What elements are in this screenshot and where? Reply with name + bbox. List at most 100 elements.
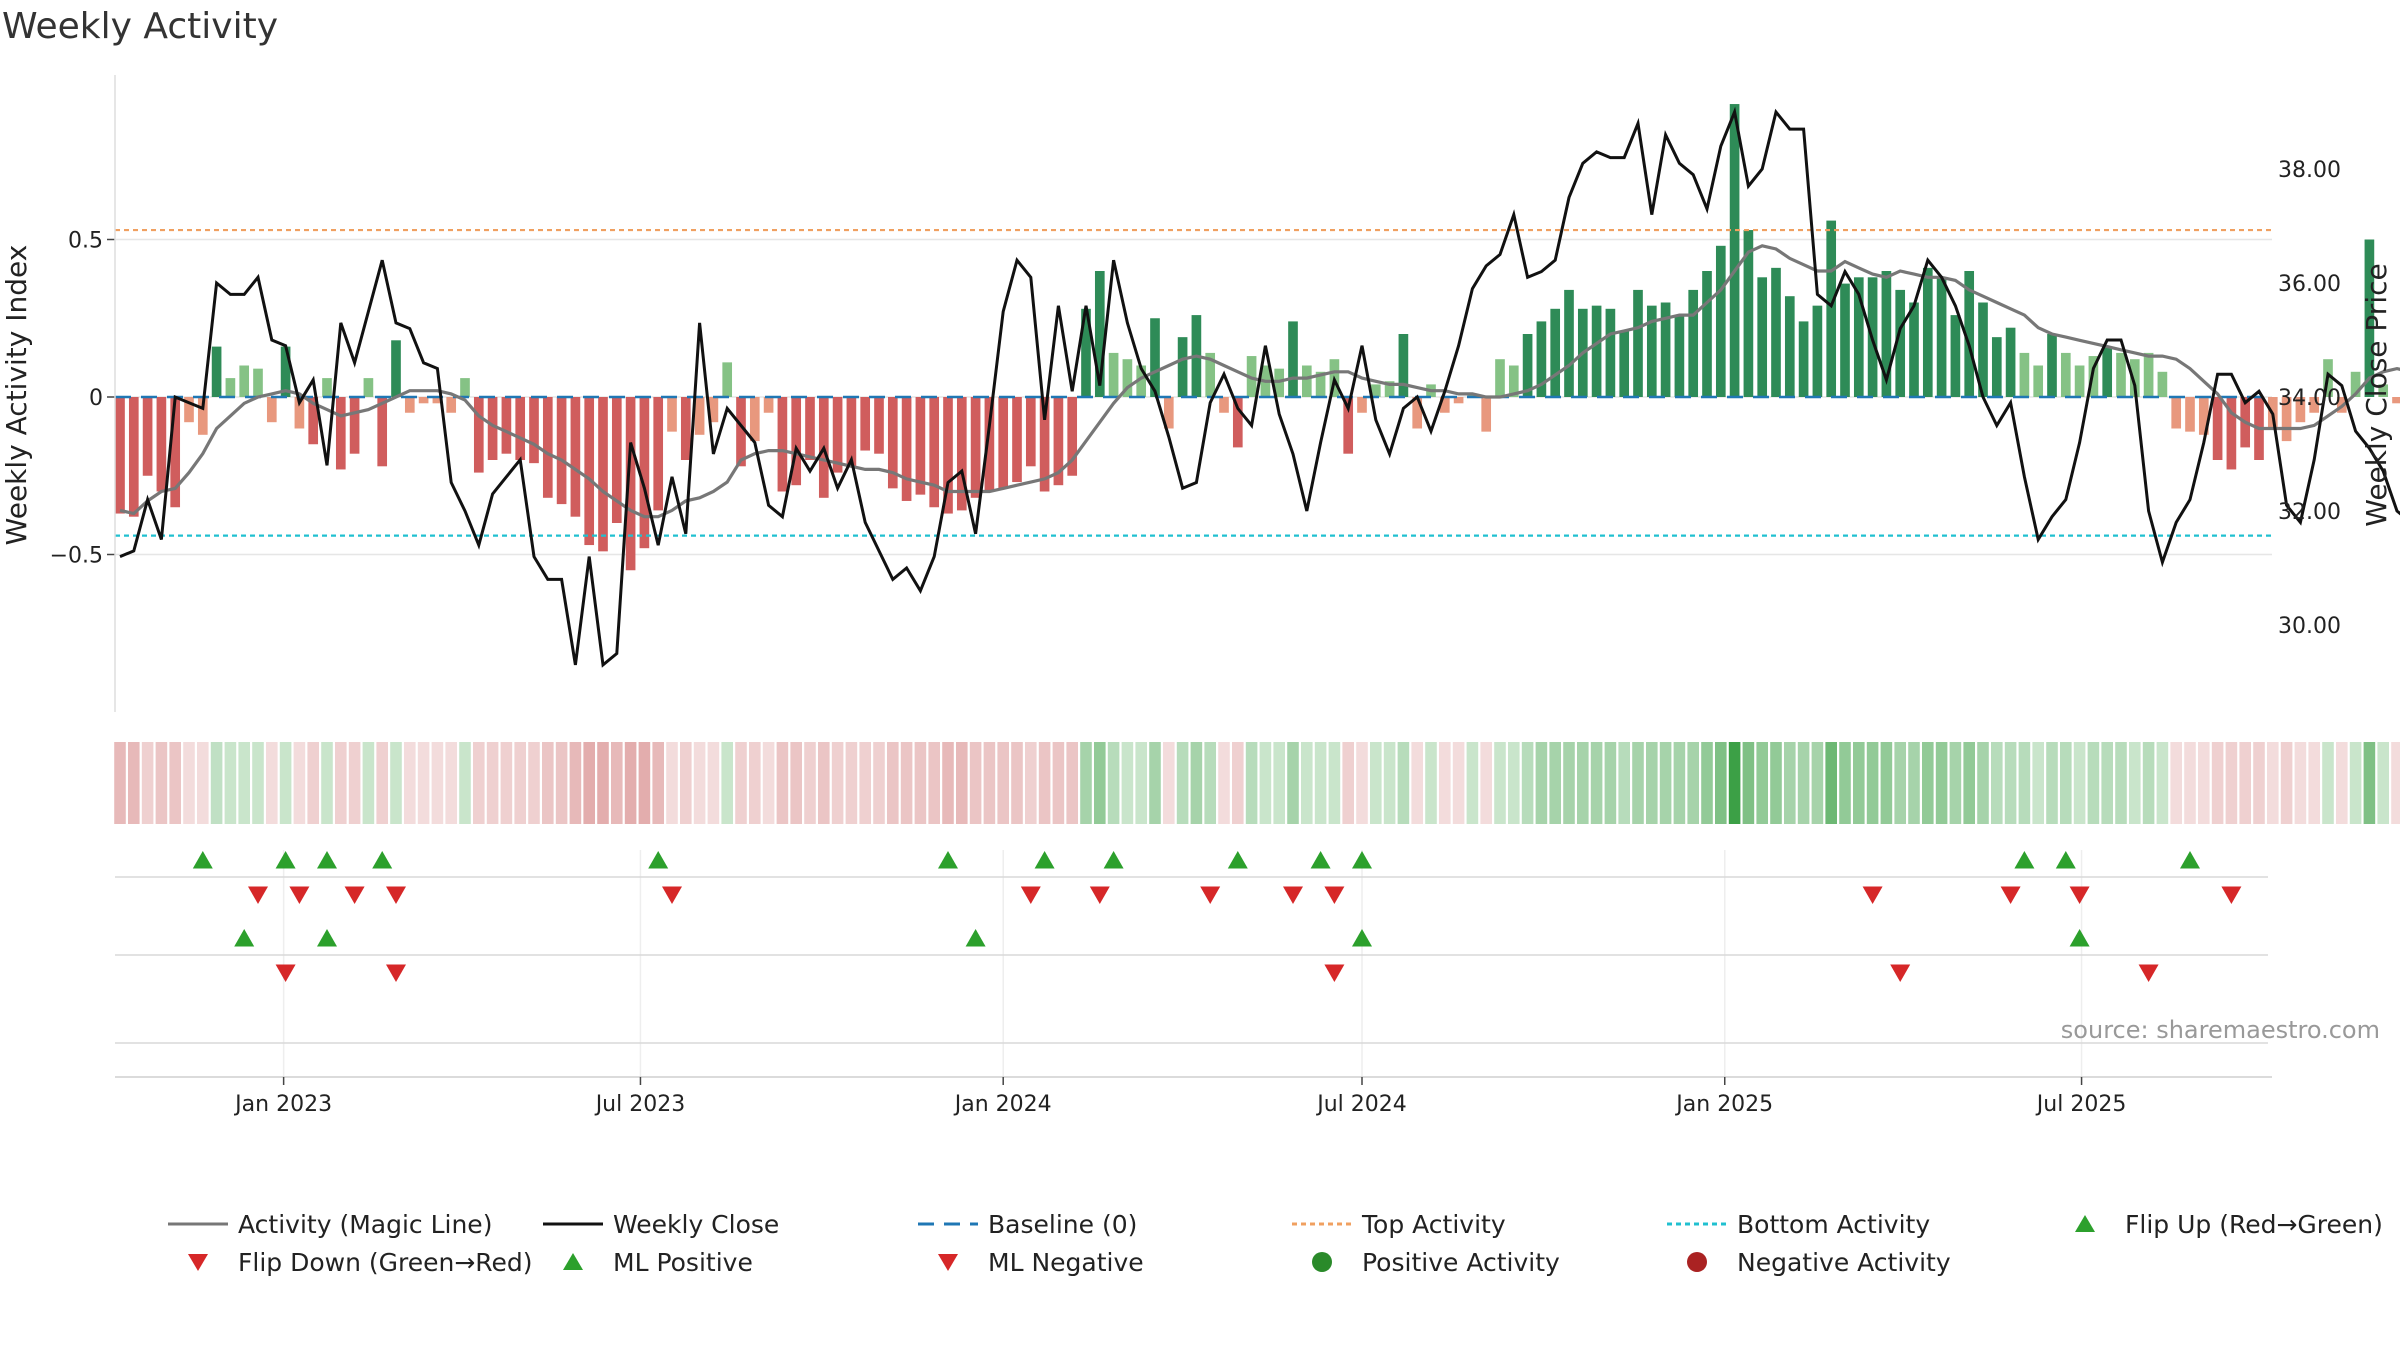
y-tick-label-left: 0 bbox=[89, 386, 103, 411]
heat-cell bbox=[459, 742, 471, 824]
activity-bar bbox=[1729, 104, 1740, 398]
activity-bar bbox=[998, 397, 1009, 489]
activity-bar bbox=[515, 397, 526, 460]
activity-heat-strip bbox=[114, 742, 2400, 824]
activity-bar bbox=[1550, 308, 1561, 397]
activity-bar bbox=[598, 397, 608, 552]
heat-cell bbox=[900, 742, 913, 824]
heat-cell bbox=[1411, 742, 1423, 824]
flip-up-marker bbox=[2055, 851, 2076, 869]
x-tick-label: Jan 2023 bbox=[233, 1092, 332, 1117]
heat-cell bbox=[141, 742, 154, 824]
activity-bar bbox=[1301, 365, 1312, 397]
heat-cell bbox=[2280, 742, 2293, 824]
legend-swatch bbox=[1687, 1252, 1707, 1272]
heat-cell bbox=[1494, 742, 1506, 824]
heat-cell bbox=[1383, 742, 1396, 824]
activity-bar bbox=[736, 397, 746, 467]
activity-bar bbox=[1481, 397, 1492, 432]
activity-bar bbox=[1163, 397, 1174, 429]
activity-bar bbox=[874, 397, 884, 454]
heat-cell bbox=[1025, 742, 1037, 824]
flip-down-marker bbox=[248, 886, 268, 904]
flip-down-marker bbox=[2000, 886, 2021, 904]
activity-bar bbox=[1343, 397, 1354, 454]
heat-cell bbox=[1839, 742, 1851, 824]
legend-swatch bbox=[1312, 1252, 1332, 1272]
activity-bar bbox=[653, 397, 664, 511]
heat-cell bbox=[707, 742, 720, 824]
heat-cell bbox=[1190, 742, 1203, 824]
activity-bar bbox=[1412, 397, 1423, 429]
activity-bar bbox=[2295, 397, 2306, 423]
heat-cell bbox=[735, 742, 747, 824]
heat-cell bbox=[1784, 742, 1796, 824]
activity-bar bbox=[1950, 315, 1961, 397]
activity-bar bbox=[2350, 371, 2361, 397]
activity-bar bbox=[680, 397, 691, 460]
activity-bar bbox=[2033, 365, 2044, 397]
activity-bar bbox=[1702, 271, 1712, 397]
heat-cell bbox=[997, 742, 1009, 824]
heat-cell bbox=[1853, 742, 1865, 824]
series-lines bbox=[119, 106, 2400, 668]
activity-bar bbox=[1743, 230, 1754, 397]
activity-bar bbox=[142, 397, 153, 476]
heat-cell bbox=[1259, 742, 1272, 824]
heat-cell bbox=[1590, 742, 1603, 824]
legend-label: ML Positive bbox=[613, 1248, 753, 1277]
activity-bar bbox=[1895, 289, 1906, 397]
heat-cell bbox=[2101, 742, 2113, 824]
heat-cell bbox=[542, 742, 554, 824]
activity-bar bbox=[1978, 302, 1988, 397]
heat-cell bbox=[956, 742, 968, 824]
heat-cell bbox=[1577, 742, 1589, 824]
activity-bar bbox=[832, 397, 843, 473]
ml-positive-marker bbox=[234, 929, 255, 947]
heat-cell bbox=[1963, 742, 1975, 824]
heat-cell bbox=[1356, 742, 1368, 824]
heat-cell bbox=[362, 742, 375, 824]
activity-bar bbox=[2005, 327, 2016, 397]
flip-down-marker bbox=[1020, 886, 1041, 904]
activity-bar bbox=[266, 397, 277, 423]
activity-bar bbox=[2116, 352, 2126, 397]
y-tick-label-left: −0.5 bbox=[50, 544, 103, 569]
activity-bar bbox=[2364, 239, 2375, 397]
heat-cell bbox=[1301, 742, 1313, 824]
activity-bar bbox=[349, 397, 360, 454]
heat-cell bbox=[1508, 742, 1520, 824]
heat-cell bbox=[486, 742, 499, 824]
activity-bar bbox=[2171, 397, 2182, 429]
heat-cell bbox=[2142, 742, 2155, 824]
heat-cell bbox=[969, 742, 982, 824]
ml-negative-marker bbox=[1324, 964, 1345, 982]
heat-cell bbox=[914, 742, 927, 824]
activity-bar bbox=[2157, 371, 2168, 397]
legend-label: Activity (Magic Line) bbox=[238, 1210, 492, 1239]
x-tick-label: Jul 2023 bbox=[594, 1092, 686, 1117]
activity-bar bbox=[929, 397, 940, 508]
heat-cell bbox=[1673, 742, 1686, 824]
activity-bar bbox=[2102, 346, 2113, 397]
activity-bar bbox=[308, 397, 319, 445]
heat-cell bbox=[2239, 742, 2251, 824]
activity-bar bbox=[335, 397, 346, 470]
activity-bar bbox=[1771, 267, 1781, 397]
heat-cell bbox=[1149, 742, 1161, 824]
heat-cell bbox=[417, 742, 430, 824]
activity-bar bbox=[1826, 220, 1837, 397]
heat-cell bbox=[2060, 742, 2072, 824]
activity-bar bbox=[1922, 267, 1933, 397]
heat-cell bbox=[1176, 742, 1189, 824]
heat-cell bbox=[155, 742, 168, 824]
heat-cell bbox=[2032, 742, 2044, 824]
activity-bar bbox=[2143, 352, 2154, 397]
heat-cell bbox=[1894, 742, 1906, 824]
activity-bar bbox=[1039, 397, 1050, 492]
activity-bar bbox=[432, 397, 443, 404]
activity-bar bbox=[805, 397, 815, 460]
activity-bar bbox=[556, 397, 567, 505]
heat-cell bbox=[1908, 742, 1920, 824]
flip-down-marker bbox=[1862, 886, 1883, 904]
